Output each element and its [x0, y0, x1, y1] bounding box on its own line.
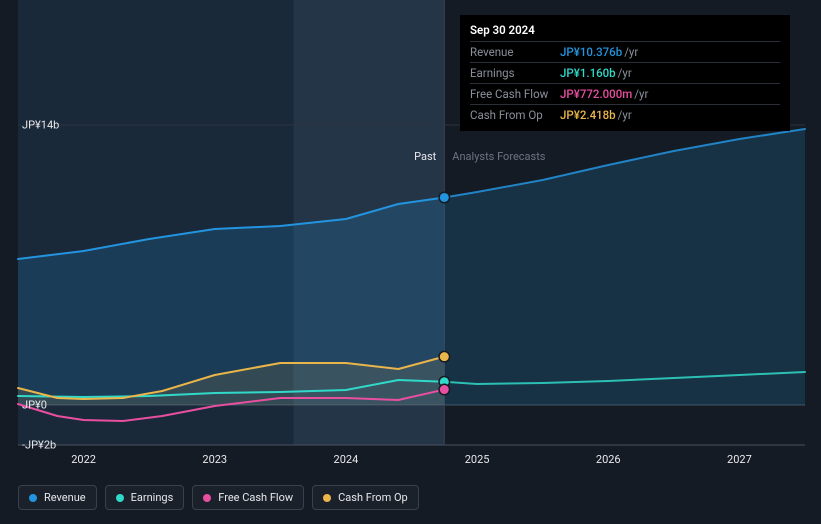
tooltip-row: EarningsJP¥1.160b/yr: [470, 62, 780, 83]
tooltip-row-unit: /yr: [618, 66, 632, 80]
legend-item-revenue[interactable]: Revenue: [18, 485, 97, 510]
tooltip-row-label: Revenue: [470, 45, 560, 59]
y-axis-label: -JP¥2b: [22, 439, 56, 452]
y-axis-label: JP¥14b: [22, 119, 59, 132]
x-axis-label: 2026: [596, 453, 621, 466]
tooltip-row-unit: /yr: [634, 87, 648, 101]
x-axis-label: 2027: [727, 453, 752, 466]
marker-revenue: [440, 193, 449, 202]
tooltip-row-value: JP¥772.000m: [560, 87, 632, 101]
legend-label: Free Cash Flow: [218, 491, 293, 504]
x-axis-label: 2022: [71, 453, 96, 466]
tooltip-date: Sep 30 2024: [470, 23, 780, 41]
legend-dot-icon: [116, 494, 124, 502]
y-axis-label: JP¥0: [22, 399, 47, 412]
legend-dot-icon: [203, 494, 211, 502]
tooltip-row: RevenueJP¥10.376b/yr: [470, 41, 780, 62]
legend-label: Revenue: [44, 491, 86, 504]
section-label-forecast: Analysts Forecasts: [452, 150, 545, 163]
legend-item-fcf[interactable]: Free Cash Flow: [192, 485, 304, 510]
marker-fcf: [440, 385, 449, 394]
x-axis-label: 2023: [202, 453, 227, 466]
tooltip-row: Cash From OpJP¥2.418b/yr: [470, 104, 780, 125]
marker-cfo: [440, 352, 449, 361]
legend-item-earnings[interactable]: Earnings: [105, 485, 185, 510]
section-label-past: Past: [18, 150, 436, 163]
tooltip-row-value: JP¥1.160b: [560, 66, 616, 80]
tooltip-row: Free Cash FlowJP¥772.000m/yr: [470, 83, 780, 104]
chart-tooltip: Sep 30 2024 RevenueJP¥10.376b/yrEarnings…: [460, 15, 790, 131]
tooltip-row-value: JP¥2.418b: [560, 108, 616, 122]
tooltip-row-unit: /yr: [618, 108, 632, 122]
legend-item-cfo[interactable]: Cash From Op: [312, 485, 419, 510]
x-axis-label: 2025: [465, 453, 490, 466]
tooltip-row-label: Earnings: [470, 66, 560, 80]
legend-dot-icon: [323, 494, 331, 502]
tooltip-row-label: Cash From Op: [470, 108, 560, 122]
tooltip-row-value: JP¥10.376b: [560, 45, 622, 59]
x-axis-label: 2024: [334, 453, 359, 466]
legend-label: Cash From Op: [338, 491, 408, 504]
tooltip-row-label: Free Cash Flow: [470, 87, 560, 101]
legend-dot-icon: [29, 494, 37, 502]
chart-legend: Revenue Earnings Free Cash Flow Cash From O…: [18, 485, 419, 510]
tooltip-row-unit: /yr: [624, 45, 638, 59]
legend-label: Earnings: [131, 491, 174, 504]
